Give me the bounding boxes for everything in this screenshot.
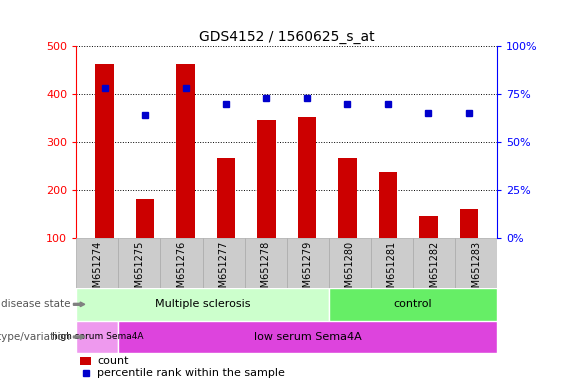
Bar — [76, 238, 119, 288]
Bar — [217, 158, 235, 286]
Text: GSM651278: GSM651278 — [260, 240, 271, 300]
Text: GSM651280: GSM651280 — [345, 240, 355, 300]
Bar — [136, 199, 154, 286]
Bar — [76, 288, 329, 321]
Text: percentile rank within the sample: percentile rank within the sample — [97, 368, 285, 379]
Text: GSM651279: GSM651279 — [303, 240, 313, 300]
Text: control: control — [394, 299, 432, 310]
Bar — [258, 121, 276, 286]
Text: GSM651281: GSM651281 — [387, 240, 397, 300]
Bar — [329, 288, 497, 321]
Bar — [119, 238, 160, 288]
Bar — [80, 357, 91, 366]
Bar — [76, 321, 119, 353]
Bar — [176, 64, 194, 286]
Text: Multiple sclerosis: Multiple sclerosis — [155, 299, 250, 310]
Bar — [160, 238, 202, 288]
Text: high serum Sema4A: high serum Sema4A — [51, 333, 143, 341]
Text: disease state: disease state — [1, 299, 71, 310]
Text: GSM651282: GSM651282 — [429, 240, 439, 300]
Bar — [329, 238, 371, 288]
Bar — [460, 209, 478, 286]
Bar — [202, 238, 245, 288]
Title: GDS4152 / 1560625_s_at: GDS4152 / 1560625_s_at — [199, 30, 375, 44]
Text: GSM651274: GSM651274 — [92, 240, 102, 300]
Text: GSM651275: GSM651275 — [134, 240, 145, 300]
Bar — [245, 238, 287, 288]
Bar — [379, 172, 397, 286]
Text: GSM651277: GSM651277 — [219, 240, 229, 300]
Text: GSM651283: GSM651283 — [471, 240, 481, 300]
Bar — [419, 217, 437, 286]
Text: genotype/variation: genotype/variation — [0, 332, 71, 342]
Bar — [338, 158, 357, 286]
Text: GSM651276: GSM651276 — [176, 240, 186, 300]
Bar — [455, 238, 497, 288]
Bar — [413, 238, 455, 288]
Bar — [95, 64, 114, 286]
Bar — [298, 117, 316, 286]
Bar — [287, 238, 329, 288]
Bar — [371, 238, 413, 288]
Text: count: count — [97, 356, 129, 366]
Text: low serum Sema4A: low serum Sema4A — [254, 332, 362, 342]
